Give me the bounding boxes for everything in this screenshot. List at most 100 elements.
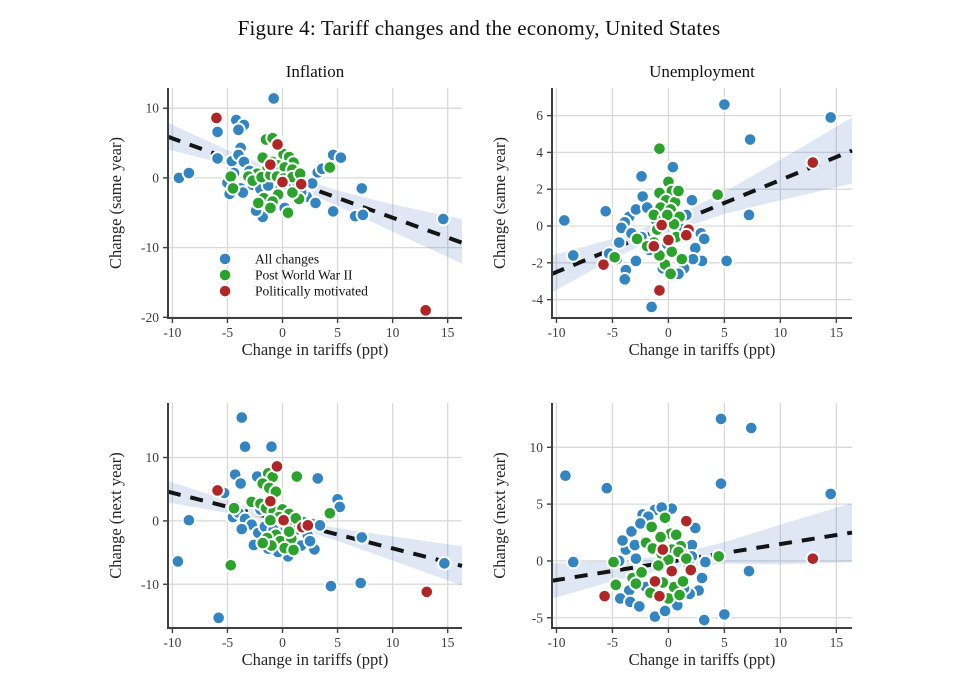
x-tick-label: 0 — [279, 325, 286, 340]
point-politically-motivated — [293, 176, 309, 192]
point-post-wwii — [652, 141, 667, 157]
point-all-changes — [557, 213, 572, 228]
point-all-changes — [665, 159, 681, 175]
point-politically-motivated — [263, 493, 278, 509]
point-post-wwii — [628, 576, 644, 591]
point-all-changes — [312, 518, 328, 533]
point-post-wwii — [289, 469, 305, 484]
point-all-changes — [323, 578, 339, 594]
point-all-changes — [211, 610, 226, 626]
panel-unemployment-same-year: -10 -5 0 5 10 15 6 4 2 0 -2 -4 Change in tariffs (pp… — [490, 62, 853, 359]
point-post-wwii — [263, 200, 278, 216]
point-all-changes — [234, 521, 250, 537]
point-politically-motivated — [269, 459, 285, 474]
x-tick-label: -10 — [547, 635, 565, 650]
x-tick-label: -5 — [607, 325, 618, 340]
x-tick-label: -10 — [547, 325, 565, 340]
point-all-changes — [354, 181, 370, 196]
y-tick-label: 0 — [536, 219, 543, 234]
point-all-changes — [717, 607, 732, 622]
x-tick-label: 15 — [830, 325, 844, 340]
y-tick-label: 0 — [152, 513, 159, 528]
confidence-band — [168, 480, 462, 586]
point-all-changes — [266, 91, 282, 106]
point-all-changes — [181, 512, 197, 528]
point-all-changes — [210, 124, 225, 140]
x-axis-label: Change in tariffs (ppt) — [629, 340, 776, 359]
point-post-wwii — [651, 558, 666, 573]
figure-title: Figure 4: Tariff changes and the economy… — [237, 16, 721, 40]
panel-inflation-next-year: -10 -5 0 5 10 15 10 0 -10 Change in tariffs (ppt)… — [106, 403, 463, 669]
panel-title: Inflation — [286, 62, 345, 81]
point-post-wwii — [250, 195, 266, 211]
point-all-changes — [437, 556, 452, 571]
point-post-wwii — [674, 251, 690, 267]
x-axis-label: Change in tariffs (ppt) — [242, 650, 389, 669]
y-tick-label: 2 — [536, 182, 543, 197]
y-axis-label: Change (same year) — [106, 137, 125, 269]
point-post-wwii — [671, 183, 686, 199]
point-all-changes — [698, 554, 713, 570]
point-politically-motivated — [275, 174, 290, 190]
point-all-changes — [719, 253, 734, 269]
x-tick-label: 10 — [774, 635, 788, 650]
x-axis-label: Change in tariffs (ppt) — [629, 650, 776, 669]
legend-marker-politically-motivated — [218, 284, 232, 298]
x-tick-label: 0 — [665, 325, 672, 340]
y-tick-label: -4 — [532, 292, 543, 307]
point-all-changes — [696, 612, 712, 628]
x-tick-label: -10 — [163, 635, 181, 650]
point-all-changes — [234, 410, 250, 425]
point-post-wwii — [286, 542, 301, 558]
point-post-wwii — [226, 500, 242, 516]
x-tick-label: 10 — [386, 325, 400, 340]
y-tick-label: 10 — [530, 440, 544, 455]
y-axis-label: Change (next year) — [106, 452, 125, 578]
point-politically-motivated — [270, 137, 285, 152]
point-all-changes — [231, 122, 246, 138]
point-all-changes — [354, 530, 370, 545]
y-tick-label: -2 — [532, 255, 543, 270]
x-tick-label: 5 — [334, 635, 341, 650]
point-all-changes — [713, 411, 729, 427]
point-post-wwii — [322, 505, 338, 521]
point-all-changes — [558, 468, 573, 484]
point-post-wwii — [285, 185, 300, 200]
point-politically-motivated — [209, 110, 224, 126]
point-politically-motivated — [276, 512, 291, 528]
point-all-changes — [233, 476, 248, 491]
y-tick-label: -20 — [141, 310, 159, 325]
point-politically-motivated — [654, 217, 670, 233]
point-all-changes — [565, 554, 581, 570]
point-politically-motivated — [664, 563, 680, 579]
x-tick-label: 0 — [665, 635, 672, 650]
legend-marker-all-changes — [218, 252, 232, 266]
point-all-changes — [741, 563, 757, 579]
legend-label-all-changes: All changes — [255, 251, 319, 266]
point-all-changes — [624, 524, 639, 539]
point-all-changes — [353, 575, 368, 591]
x-tick-label: 5 — [721, 325, 728, 340]
point-all-changes — [741, 207, 757, 223]
point-post-wwii — [606, 554, 621, 570]
x-tick-label: 0 — [279, 635, 286, 650]
point-all-changes — [696, 231, 712, 247]
confidence-band — [168, 122, 462, 264]
point-post-wwii — [663, 266, 678, 282]
point-all-changes — [742, 132, 758, 147]
point-post-wwii — [608, 577, 624, 593]
y-tick-label: 0 — [152, 170, 159, 185]
panel-unemployment-next-year: -10 -5 0 5 10 15 10 5 0 -5 Change in tariffs (ppt)… — [490, 403, 853, 669]
point-all-changes — [302, 533, 318, 549]
y-tick-label: -10 — [141, 240, 159, 255]
point-all-changes — [210, 151, 225, 166]
point-post-wwii — [634, 565, 649, 580]
point-all-changes — [170, 554, 186, 569]
point-politically-motivated — [805, 155, 821, 170]
point-all-changes — [615, 533, 630, 548]
y-tick-label: 10 — [146, 101, 160, 116]
point-politically-motivated — [210, 483, 225, 498]
y-tick-label: 6 — [536, 108, 543, 123]
point-all-changes — [435, 211, 451, 227]
